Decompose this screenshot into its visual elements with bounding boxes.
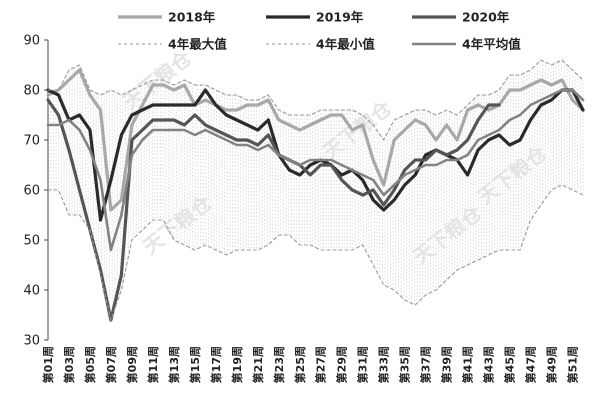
series-line: [47, 184, 584, 321]
x-tick-label: 第41周: [461, 346, 475, 383]
x-tick-label: 第29周: [335, 346, 349, 383]
legend-label: 4年最小值: [316, 37, 375, 52]
y-tick-label: 30: [23, 334, 40, 349]
x-tick-label: 第35周: [398, 346, 412, 383]
watermark-text: 天下粮仓: [138, 190, 217, 259]
series-lines: [46, 59, 585, 322]
legend-label: 2018年: [168, 10, 216, 25]
x-tick-label: 第25周: [293, 346, 307, 383]
x-tick-label: 第13周: [167, 346, 181, 383]
x-tick-label: 第03周: [62, 346, 76, 383]
x-tick-label: 第23周: [272, 346, 286, 383]
x-tick-label: 第11周: [146, 346, 160, 383]
y-tick-label: 90: [23, 34, 40, 49]
series-line: [47, 59, 584, 141]
legend-label: 2019年: [316, 10, 364, 25]
x-tick-label: 第01周: [41, 346, 55, 383]
x-tick-label: 第51周: [566, 346, 580, 383]
x-tick-label: 第27周: [314, 346, 328, 383]
y-tick-label: 60: [23, 184, 40, 199]
y-tick-label: 80: [23, 84, 40, 99]
x-tick-label: 第49周: [545, 346, 559, 383]
legend-label: 4年平均值: [462, 37, 521, 52]
x-tick-label: 第19周: [230, 346, 244, 383]
series-line: [46, 98, 501, 322]
x-axis-labels: 第01周 第03周 第05周 第07周 第09周 第11周 第13周 第15周 第17周 第19周…: [41, 346, 580, 383]
legend-label: 4年最大值: [168, 37, 227, 52]
watermark-text: 天下粮仓: [318, 95, 397, 164]
legend-label: 2020年: [462, 10, 510, 25]
y-tick-label: 50: [23, 234, 40, 249]
x-tick-label: 第43周: [482, 346, 496, 383]
y-axis: 30 40 50 60 70 80 90: [23, 34, 49, 349]
series-line: [46, 88, 585, 222]
x-tick-label: 第21周: [251, 346, 265, 383]
x-tick-label: 第45周: [503, 346, 517, 383]
x-tick-label: 第33周: [377, 346, 391, 383]
x-tick-label: 第07周: [104, 346, 118, 383]
x-tick-label: 第39周: [440, 346, 454, 383]
x-tick-label: 第09周: [125, 346, 139, 383]
legend: 2018年 2019年 2020年 4年最大值 4年最小值 4年平均值: [118, 10, 521, 52]
x-tick-label: 第47周: [524, 346, 538, 383]
x-tick-label: 第05周: [83, 346, 97, 383]
x-tick-label: 第37周: [419, 346, 433, 383]
x-tick-label: 第15周: [188, 346, 202, 383]
y-tick-label: 70: [23, 134, 40, 149]
x-tick-label: 第31周: [356, 346, 370, 383]
x-tick-label: 第17周: [209, 346, 223, 383]
series-line: [46, 88, 585, 252]
watermark-text: 天下粮仓: [408, 200, 487, 269]
y-tick-label: 40: [23, 284, 40, 299]
series-line: [46, 68, 585, 212]
